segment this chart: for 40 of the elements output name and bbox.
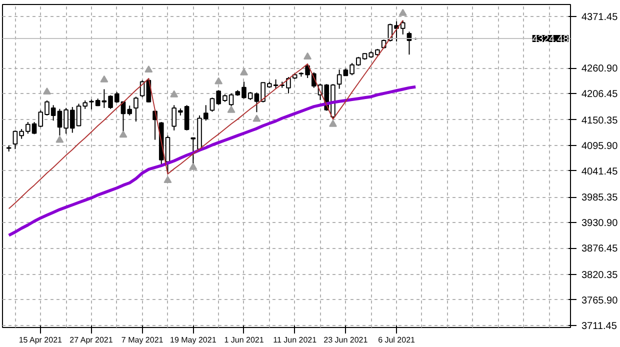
candlestick bbox=[336, 69, 342, 90]
point bbox=[100, 75, 108, 82]
point bbox=[252, 114, 261, 122]
x-tick-label: 6 Jul 2021 bbox=[378, 336, 416, 344]
point bbox=[227, 106, 236, 113]
point bbox=[119, 130, 128, 138]
y-tick-label: 3765.90 bbox=[582, 295, 618, 306]
point bbox=[164, 176, 172, 184]
point bbox=[170, 90, 178, 98]
y-tick-label: 4095.90 bbox=[582, 140, 618, 152]
line-series bbox=[7, 85, 418, 237]
y-tick-label: 4150.35 bbox=[582, 115, 618, 126]
point bbox=[42, 87, 51, 95]
y-tick-label: 3930.90 bbox=[582, 218, 618, 230]
x-tick-label: 15 Apr 2021 bbox=[18, 336, 63, 344]
x-tick-label: 27 Apr 2021 bbox=[70, 336, 114, 344]
x-tick-label: 23 Jun 2021 bbox=[324, 336, 368, 344]
y-tick-label: 3876.45 bbox=[582, 244, 618, 255]
point bbox=[214, 77, 223, 84]
y-tick-label: 4371.45 bbox=[582, 12, 618, 23]
line-series bbox=[8, 20, 404, 210]
x-tick-label: 1 Jun 2021 bbox=[224, 336, 264, 344]
y-tick-label: 3985.35 bbox=[582, 192, 618, 204]
point bbox=[144, 65, 153, 73]
x-tick-label: 19 May 2021 bbox=[170, 336, 217, 344]
point bbox=[189, 162, 198, 170]
point bbox=[328, 120, 337, 127]
candlestick bbox=[134, 96, 138, 122]
x-tick-label: 11 Jun 2021 bbox=[273, 336, 318, 344]
point bbox=[240, 68, 248, 76]
point bbox=[56, 136, 64, 143]
y-tick-label: 3711.45 bbox=[582, 320, 618, 332]
y-tick-label: 4260.90 bbox=[582, 64, 618, 75]
x-tick-label: 7 May 2021 bbox=[121, 336, 164, 344]
y-tick-label: 3820.35 bbox=[582, 270, 618, 281]
point bbox=[304, 52, 312, 60]
point bbox=[398, 8, 407, 16]
y-tick-label: 4206.45 bbox=[582, 89, 618, 100]
ref-line-label: 4324.48 bbox=[532, 34, 569, 45]
y-tick-label: 4041.45 bbox=[582, 166, 618, 178]
